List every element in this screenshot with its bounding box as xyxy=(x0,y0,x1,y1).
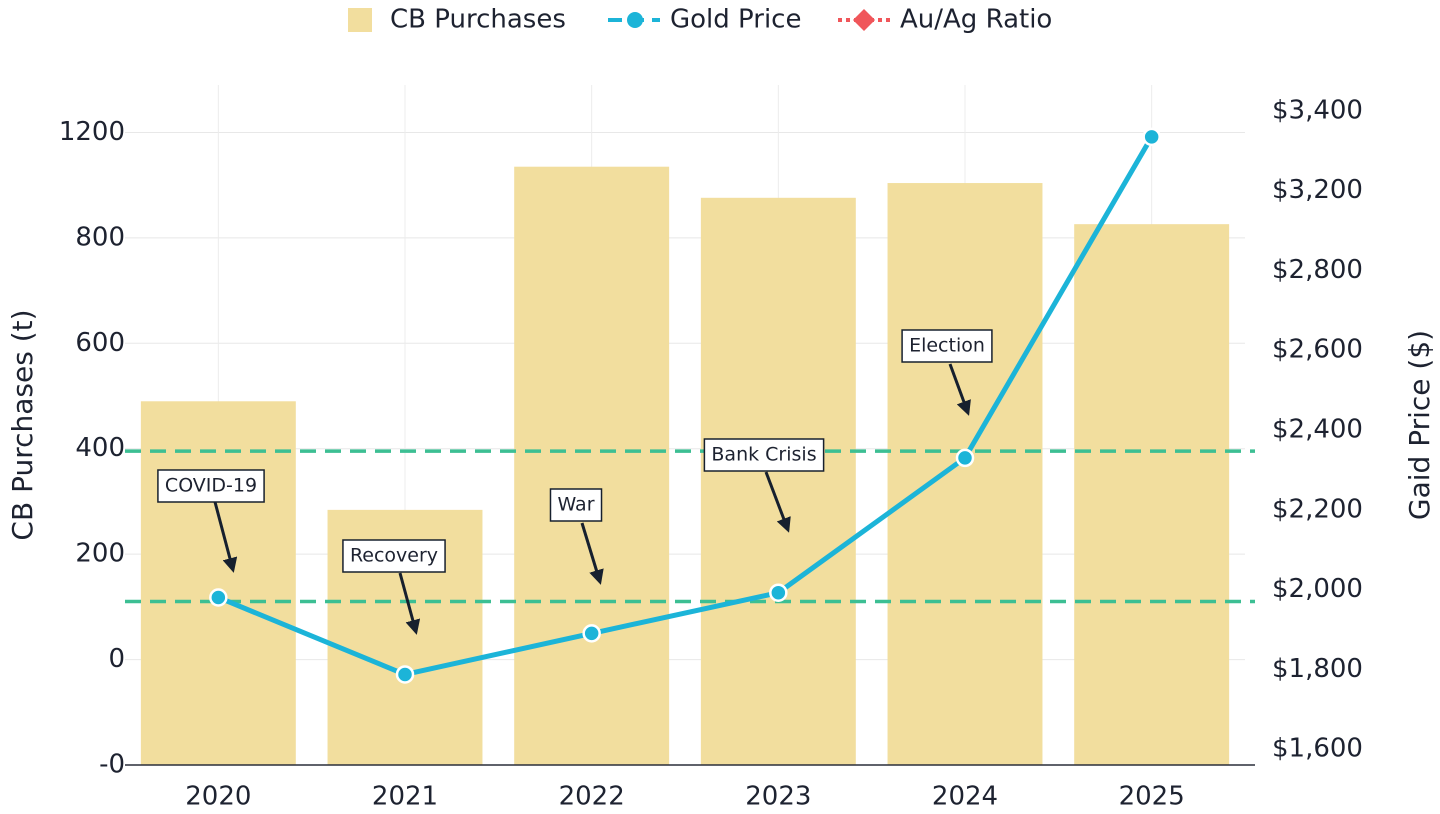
y2-tick-label: $2,600 xyxy=(1272,335,1363,365)
annotation-label: Election xyxy=(909,335,985,357)
annotation-box xyxy=(901,329,993,363)
bar xyxy=(140,401,296,765)
annotation-label: Bank Crisis xyxy=(711,444,816,466)
y-tick-label: -0 xyxy=(99,750,125,780)
legend-marker xyxy=(627,12,643,28)
y2-tick-label: $2,000 xyxy=(1272,574,1363,604)
y2-tick-label: $2,800 xyxy=(1272,255,1363,285)
line-marker xyxy=(955,448,975,468)
y-tick-label: 600 xyxy=(75,328,125,358)
annotation-arrow xyxy=(213,501,238,573)
annotation: Recovery xyxy=(342,539,446,635)
annotation: Election xyxy=(901,329,993,416)
bar xyxy=(700,197,856,765)
annotation-label: War xyxy=(557,494,594,516)
legend-swatch xyxy=(348,8,372,32)
y-tick-label: 800 xyxy=(75,222,125,252)
x-tick-label: 2021 xyxy=(372,782,438,812)
annotation-label: Recovery xyxy=(350,545,438,567)
annotation-arrow xyxy=(764,471,791,533)
line-marker xyxy=(582,624,601,643)
y2-tick-label: $3,200 xyxy=(1272,175,1363,205)
y2-axis-title: Gaid Price ($) xyxy=(1403,330,1436,520)
annotation-box xyxy=(342,539,446,573)
y2-tick-label: $2,400 xyxy=(1272,414,1363,444)
line-series xyxy=(209,127,1161,684)
x-tick-label: 2024 xyxy=(932,782,998,812)
annotation-label: COVID-19 xyxy=(165,475,257,497)
annotation-box xyxy=(157,469,265,503)
annotation: COVID-19 xyxy=(157,469,265,573)
line-marker xyxy=(1142,127,1161,147)
y2-tick-label: $1,600 xyxy=(1272,734,1363,764)
legend-label: CB Purchases xyxy=(390,5,566,35)
legend-label: Gold Price xyxy=(670,5,801,35)
bar xyxy=(1074,224,1230,766)
annotation-box xyxy=(703,438,825,472)
legend-marker xyxy=(853,9,875,31)
legend-item: Gold Price xyxy=(608,5,801,35)
y-tick-label: 0 xyxy=(108,644,125,674)
annotation: War xyxy=(549,488,604,585)
annotation-box xyxy=(549,488,603,522)
y-tick-label: 1200 xyxy=(59,117,125,147)
y2-tick-label: $2,200 xyxy=(1272,494,1363,524)
y2-tick-label: $1,800 xyxy=(1272,654,1363,684)
x-tick-label: 2022 xyxy=(559,782,625,812)
y-tick-label: 200 xyxy=(75,539,125,569)
y2-tick-label: $3,400 xyxy=(1272,95,1363,125)
x-tick-label: 2020 xyxy=(185,782,251,812)
y-axis-title: CB Purchases (t) xyxy=(6,309,39,540)
bar xyxy=(887,183,1043,765)
y-tick-label: 400 xyxy=(75,433,125,463)
x-tick-label: 2023 xyxy=(745,782,811,812)
legend: CB Purchases Gold Price Au/Ag Ratio xyxy=(348,5,1052,35)
annotation-arrow xyxy=(580,522,604,585)
line-marker xyxy=(395,665,415,684)
legend-item: CB Purchases xyxy=(348,5,566,35)
bars xyxy=(140,166,1230,766)
annotation-arrow xyxy=(398,572,421,635)
x-tick-label: 2025 xyxy=(1119,782,1185,812)
annotation: Bank Crisis xyxy=(703,438,825,533)
line-marker xyxy=(769,583,788,602)
bar xyxy=(514,166,670,765)
legend-item: Au/Ag Ratio xyxy=(838,5,1052,35)
legend-label: Au/Ag Ratio xyxy=(900,5,1052,35)
line xyxy=(217,135,1154,677)
annotation-arrow xyxy=(948,363,971,416)
line-marker xyxy=(209,588,228,607)
